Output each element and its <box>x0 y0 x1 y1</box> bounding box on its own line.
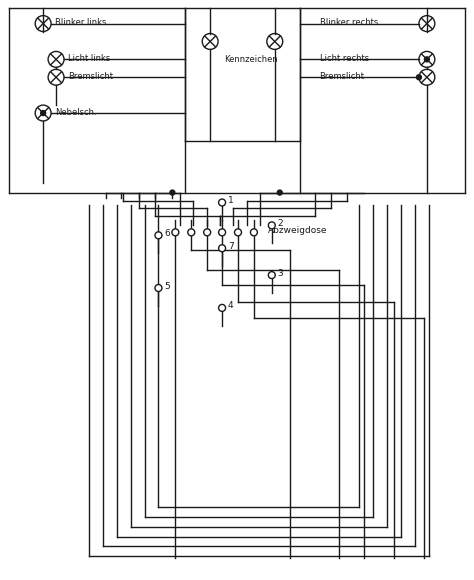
Circle shape <box>235 229 241 236</box>
Text: 5: 5 <box>164 281 170 291</box>
Text: 1: 1 <box>228 196 234 205</box>
Circle shape <box>417 75 421 79</box>
Circle shape <box>268 271 275 278</box>
Text: Kennzeichen: Kennzeichen <box>224 55 278 64</box>
Circle shape <box>188 229 195 236</box>
Text: Licht rechts: Licht rechts <box>319 54 369 63</box>
Circle shape <box>219 245 226 252</box>
Circle shape <box>277 190 282 195</box>
Circle shape <box>219 199 226 206</box>
Circle shape <box>155 285 162 292</box>
Text: 2: 2 <box>278 219 283 228</box>
Circle shape <box>170 190 175 195</box>
Text: 3: 3 <box>278 269 283 278</box>
Circle shape <box>204 229 210 236</box>
Text: Blinker rechts: Blinker rechts <box>319 18 378 27</box>
Text: Blinker links: Blinker links <box>55 18 107 27</box>
Circle shape <box>172 229 179 236</box>
Text: 7: 7 <box>228 242 234 251</box>
Circle shape <box>424 57 429 62</box>
Circle shape <box>219 304 226 311</box>
Circle shape <box>41 111 46 115</box>
Text: Licht links: Licht links <box>68 54 110 63</box>
Text: Bremslicht: Bremslicht <box>68 72 113 81</box>
Text: 6: 6 <box>164 229 170 238</box>
Text: Bremslicht: Bremslicht <box>319 72 365 81</box>
Circle shape <box>268 222 275 229</box>
Text: 4: 4 <box>228 302 234 310</box>
Text: Nebelsch.: Nebelsch. <box>55 107 97 117</box>
Circle shape <box>155 232 162 239</box>
Circle shape <box>219 229 226 236</box>
Text: Abzweigdose: Abzweigdose <box>268 226 328 235</box>
Circle shape <box>250 229 257 236</box>
